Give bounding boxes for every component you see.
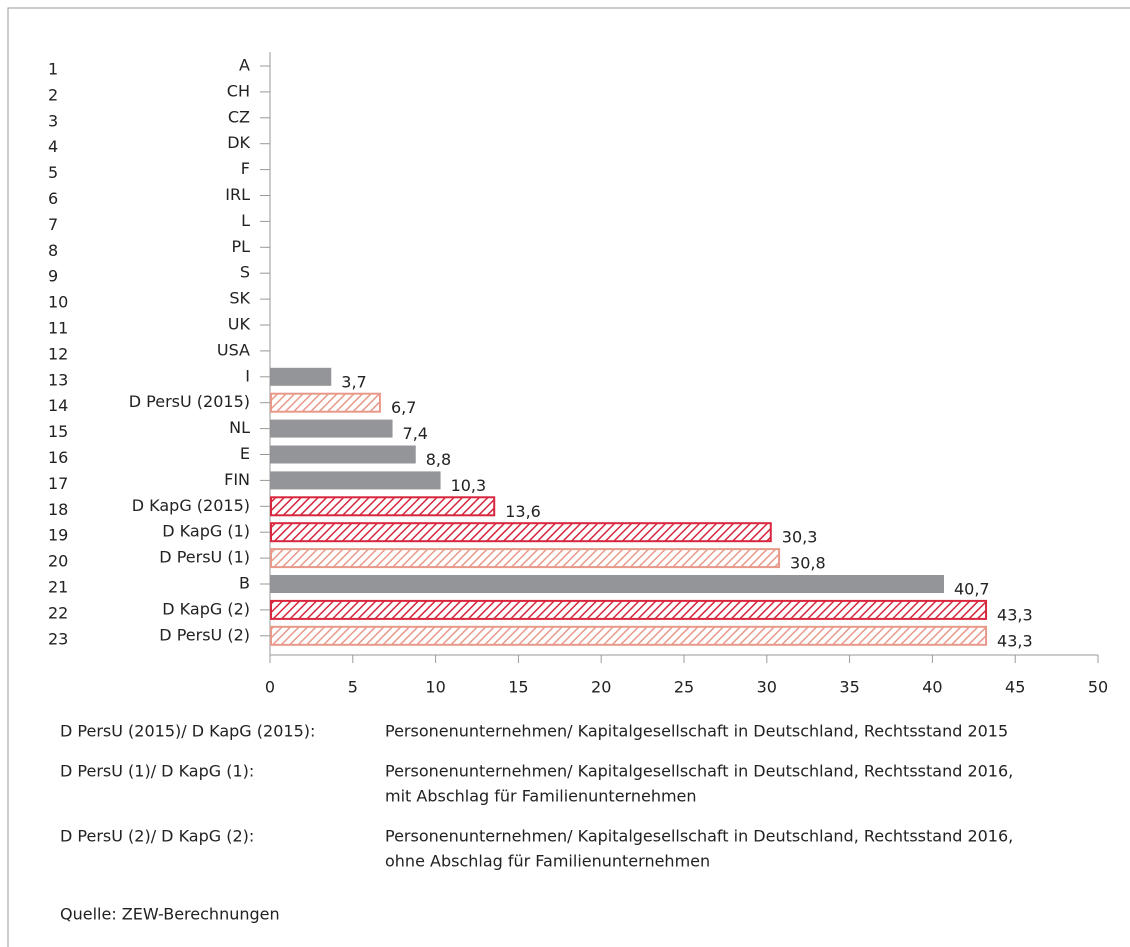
y-tick-label: UK bbox=[228, 315, 251, 334]
rank-label: 19 bbox=[48, 526, 68, 545]
y-tick-label: D PersU (2015) bbox=[129, 392, 250, 411]
value-label: 13,6 bbox=[505, 502, 541, 521]
x-tick-label: 25 bbox=[674, 678, 694, 697]
rank-label: 5 bbox=[48, 163, 58, 182]
note-label: D PersU (1)/ D KapG (1): bbox=[60, 762, 254, 781]
source: Quelle: ZEW-Berechnungen bbox=[60, 905, 280, 924]
bar bbox=[270, 471, 441, 490]
y-tick-label: D KapG (1) bbox=[162, 522, 250, 541]
rank-label: 6 bbox=[48, 189, 58, 208]
value-label: 3,7 bbox=[341, 372, 366, 391]
x-tick-label: 5 bbox=[348, 678, 358, 697]
value-label: 7,4 bbox=[403, 424, 428, 443]
bar bbox=[270, 496, 496, 517]
x-tick-label: 45 bbox=[1005, 678, 1025, 697]
rank-label: 10 bbox=[48, 293, 68, 312]
rank-label: 17 bbox=[48, 474, 68, 493]
y-tick-label: D KapG (2) bbox=[162, 599, 250, 618]
rank-label: 22 bbox=[48, 603, 68, 622]
bar bbox=[270, 599, 988, 620]
value-label: 6,7 bbox=[391, 398, 416, 417]
y-tick-label: E bbox=[240, 444, 250, 463]
rank-label: 11 bbox=[48, 319, 68, 338]
value-label: 43,3 bbox=[997, 631, 1033, 650]
y-tick-label: IRL bbox=[225, 185, 250, 204]
y-tick-label: B bbox=[239, 574, 250, 593]
rank-label: 4 bbox=[48, 137, 58, 156]
y-tick-label: USA bbox=[217, 340, 250, 359]
bar bbox=[270, 392, 381, 413]
y-tick-label: I bbox=[245, 366, 250, 385]
x-tick-label: 15 bbox=[508, 678, 528, 697]
x-tick-label: 0 bbox=[265, 678, 275, 697]
rank-label: 20 bbox=[48, 552, 68, 571]
rank-label: 15 bbox=[48, 422, 68, 441]
y-tick-label: A bbox=[239, 56, 250, 75]
y-tick-label: D PersU (1) bbox=[159, 548, 250, 567]
y-tick-label: D PersU (2) bbox=[159, 625, 250, 644]
note-text: ohne Abschlag für Familienunternehmen bbox=[385, 852, 710, 871]
y-tick-label: D KapG (2015) bbox=[132, 496, 250, 515]
note-text: Personenunternehmen/ Kapitalgesellschaft… bbox=[385, 827, 1013, 846]
rank-label: 18 bbox=[48, 500, 68, 519]
rank-label: 23 bbox=[48, 629, 68, 648]
value-label: 30,3 bbox=[782, 528, 818, 547]
value-label: 8,8 bbox=[426, 450, 451, 469]
bar bbox=[270, 575, 944, 593]
x-tick-label: 50 bbox=[1088, 678, 1108, 697]
rank-label: 13 bbox=[48, 370, 68, 389]
value-label: 43,3 bbox=[997, 605, 1033, 624]
rank-label: 9 bbox=[48, 267, 58, 286]
y-tick-label: CH bbox=[227, 81, 250, 100]
bar bbox=[270, 522, 772, 543]
rank-label: 7 bbox=[48, 215, 58, 234]
x-tick-label: 10 bbox=[425, 678, 445, 697]
frame bbox=[7, 7, 1130, 947]
note-text: mit Abschlag für Familienunternehmen bbox=[385, 787, 697, 806]
y-tick-label: S bbox=[240, 263, 250, 282]
y-tick-label: L bbox=[241, 211, 250, 230]
bar bbox=[270, 367, 332, 386]
value-label: 40,7 bbox=[954, 580, 990, 599]
bar bbox=[270, 419, 393, 438]
y-tick-label: CZ bbox=[228, 107, 250, 126]
x-tick-label: 35 bbox=[839, 678, 859, 697]
note-label: D PersU (2015)/ D KapG (2015): bbox=[60, 722, 315, 741]
bar bbox=[270, 625, 988, 646]
note-label: D PersU (2)/ D KapG (2): bbox=[60, 827, 254, 846]
rank-label: 21 bbox=[48, 578, 68, 597]
note-text: Personenunternehmen/ Kapitalgesellschaft… bbox=[385, 762, 1013, 781]
x-tick-label: 30 bbox=[757, 678, 777, 697]
y-tick-label: DK bbox=[227, 133, 250, 152]
y-tick-label: F bbox=[241, 159, 250, 178]
rank-label: 1 bbox=[48, 60, 58, 79]
note-text: Personenunternehmen/ Kapitalgesellschaft… bbox=[385, 722, 1008, 741]
y-tick-label: SK bbox=[229, 289, 250, 308]
x-tick-label: 40 bbox=[922, 678, 942, 697]
rank-label: 12 bbox=[48, 344, 68, 363]
bar bbox=[270, 445, 416, 464]
bar bbox=[270, 548, 781, 569]
rank-label: 16 bbox=[48, 448, 68, 467]
rank-label: 8 bbox=[48, 241, 58, 260]
x-tick-label: 20 bbox=[591, 678, 611, 697]
value-label: 10,3 bbox=[451, 476, 487, 495]
y-tick-label: NL bbox=[229, 418, 250, 437]
y-tick-label: FIN bbox=[224, 470, 250, 489]
value-label: 30,8 bbox=[790, 554, 826, 573]
rank-label: 14 bbox=[48, 396, 68, 415]
rank-label: 3 bbox=[48, 111, 58, 130]
y-tick-label: PL bbox=[231, 237, 250, 256]
rank-label: 2 bbox=[48, 85, 58, 104]
